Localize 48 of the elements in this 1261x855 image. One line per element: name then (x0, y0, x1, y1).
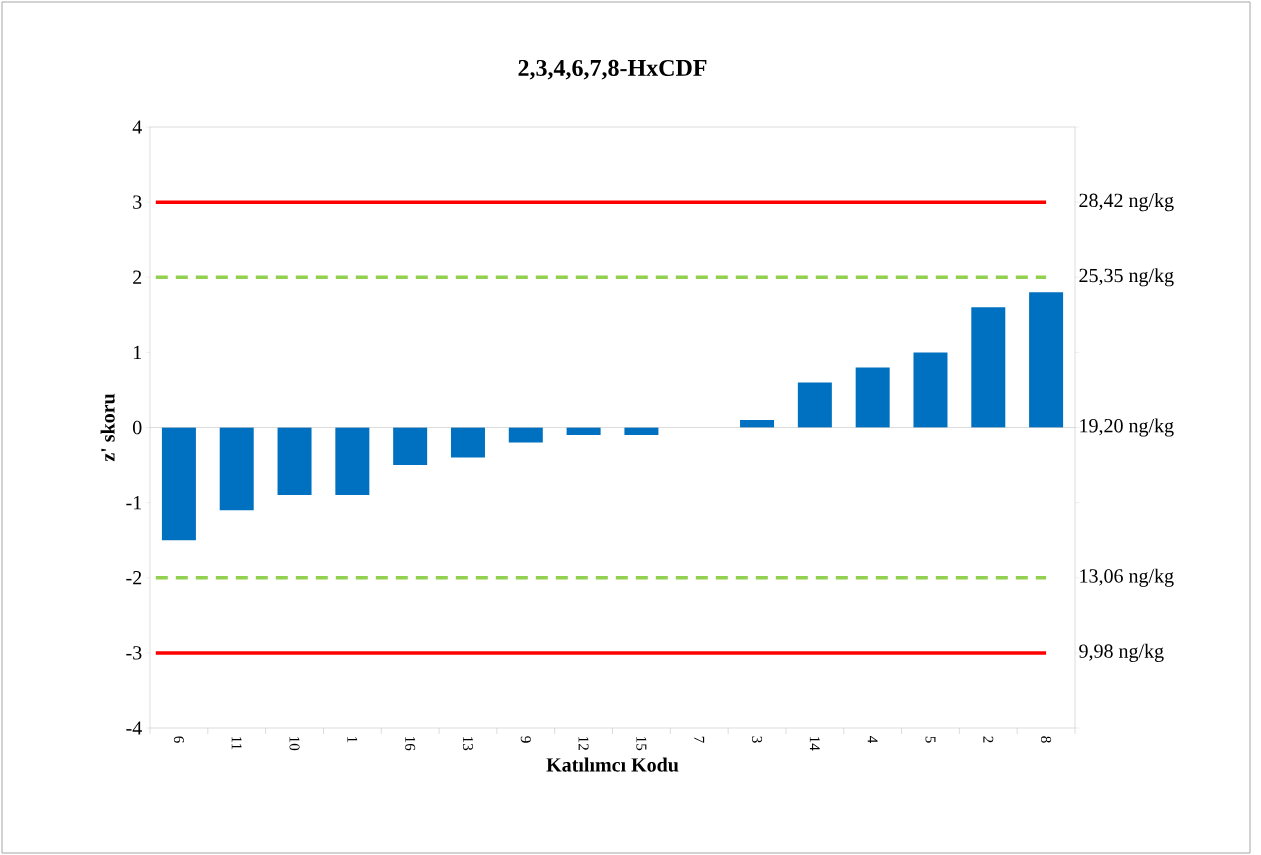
x-tick-label: 14 (809, 737, 820, 751)
bar (508, 427, 543, 443)
x-tick-label: 12 (578, 737, 589, 750)
y-tick-label: 2 (133, 270, 142, 284)
y-axis-title: z' skoru (100, 393, 115, 462)
bar (913, 352, 948, 428)
x-tick-label: 4 (867, 736, 878, 744)
x-tick-label: 9 (520, 736, 531, 743)
x-axis-title: Katılımcı Kodu (546, 757, 679, 772)
x-tick-label: 16 (405, 737, 416, 751)
bar (161, 427, 196, 541)
bar (797, 382, 832, 428)
y-tick-label: -4 (126, 721, 142, 735)
y-tick-label: 4 (132, 120, 142, 134)
x-tick-label: 7 (694, 736, 705, 743)
bar (971, 307, 1006, 428)
x-tick-label: 2 (983, 736, 994, 743)
ref-line-label: 25,35 ng/kg (1079, 268, 1174, 287)
bar (1029, 292, 1064, 428)
x-tick-label: 13 (462, 737, 474, 751)
chart-title: 2,3,4,6,7,8-HxCDF (518, 59, 707, 80)
x-tick-label: 1 (347, 737, 358, 743)
bar (219, 427, 254, 511)
y-tick-label: -3 (126, 646, 142, 660)
bar (450, 427, 485, 458)
x-tick-label: 8 (1041, 736, 1052, 743)
y-tick-label: -2 (126, 571, 142, 585)
bar (335, 427, 370, 496)
x-tick-label: 10 (289, 737, 300, 751)
y-tick-label: 1 (134, 345, 142, 359)
text: 19,20 ng/kg (1080, 418, 1174, 437)
x-tick-label: 3 (752, 736, 763, 743)
bar (566, 427, 601, 436)
ref-line-label: 9,98 ng/kg (1079, 643, 1164, 662)
x-tick-label: 15 (636, 737, 647, 751)
x-tick-label: 11 (231, 737, 242, 750)
bar (740, 419, 775, 428)
y-tick-label: 0 (133, 420, 142, 435)
bar (277, 427, 312, 496)
bar (855, 367, 890, 428)
bar (393, 427, 428, 466)
y-tick-label: 3 (133, 195, 142, 209)
x-tick-label: 5 (925, 736, 936, 743)
ref-line-label: 28,42 ng/kg (1079, 193, 1174, 212)
bar (624, 427, 659, 436)
ref-line-label: 13,06 ng/kg (1080, 568, 1174, 587)
x-tick-label: 6 (173, 736, 184, 743)
y-tick-label: -1 (126, 496, 142, 510)
